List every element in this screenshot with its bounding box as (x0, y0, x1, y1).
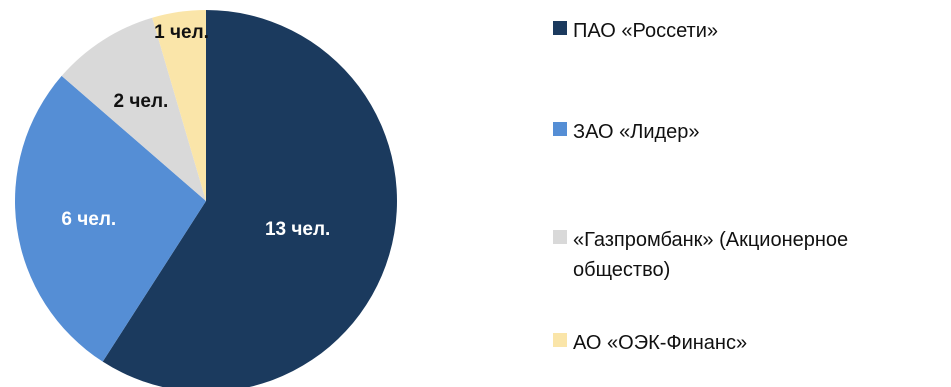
pie-labels: 13 чел. 6 чел. 2 чел. 1 чел. (61, 22, 330, 240)
legend-item-rosseti: ПАО «Россети» (553, 16, 943, 46)
pie-label-lider: 6 чел. (61, 209, 116, 230)
legend-label-gazprombank: «Газпромбанк» (Акционерное общество) (573, 229, 849, 281)
legend-label-rosseti: ПАО «Россети» (573, 20, 719, 42)
legend-item-oek-finans: АО «ОЭК-Финанс» (553, 328, 943, 358)
legend-item-gazprombank: «Газпромбанк» (Акционерное общество) (553, 225, 943, 285)
legend-swatch-lider (553, 122, 567, 136)
pie-slice-oek-finans (152, 10, 206, 201)
pie-label-gazprombank: 2 чел. (114, 91, 169, 112)
legend-swatch-rosseti (553, 21, 567, 35)
pie-slice-lider (15, 75, 206, 362)
legend-item-lider: ЗАО «Лидер» (553, 117, 943, 147)
legend-swatch-gazprombank (553, 230, 567, 244)
pie-slice-rosseti (102, 10, 397, 387)
pie-label-oek-finans: 1 чел. (154, 22, 209, 43)
pie-chart: 13 чел. 6 чел. 2 чел. 1 чел. (15, 10, 397, 387)
legend: ПАО «Россети» ЗАО «Лидер» «Газпромбанк» … (553, 0, 951, 387)
legend-swatch-oek-finans (553, 333, 567, 347)
pie-slice-gazprombank (61, 17, 207, 201)
pie-label-rosseti: 13 чел. (265, 219, 330, 240)
legend-label-oek-finans: АО «ОЭК-Финанс» (573, 332, 748, 354)
legend-label-lider: ЗАО «Лидер» (573, 121, 700, 143)
pie-slices (15, 10, 397, 387)
